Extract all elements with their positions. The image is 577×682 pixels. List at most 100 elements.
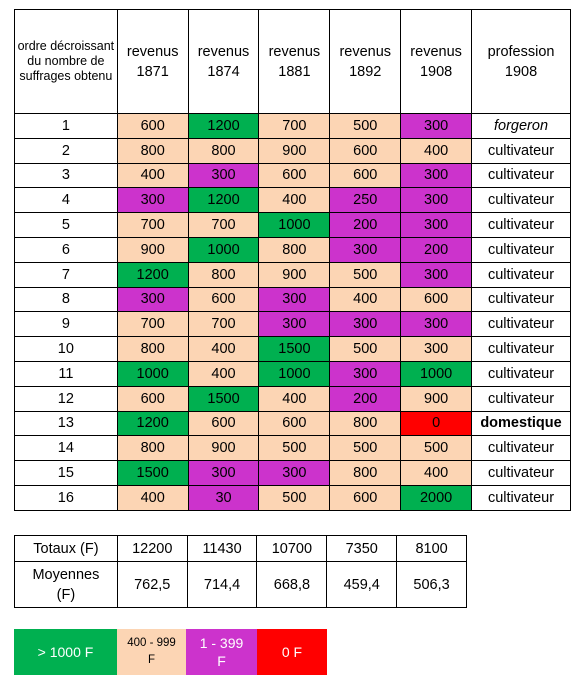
revenue-cell: 1500 [116,460,189,486]
table-row: 16 400 30 500 600 2000 cultivateur [14,484,571,511]
color-legend: > 1000 F 400 - 999 F 1 - 399 F 0 F [14,629,327,675]
table-row: 2 800 800 900 600 400 cultivateur [14,137,571,164]
table-row: 11 1000 400 1000 300 1000 cultivateur [14,360,571,387]
revenue-table: ordre décroissant du nombre de suffrages… [14,9,571,511]
revenue-cell: 500 [258,484,331,511]
revenue-cell: 400 [400,137,473,164]
revenue-cell: 900 [258,261,331,288]
table-row: 3 400 300 600 600 300 cultivateur [14,162,571,189]
total-1881: 10700 [256,535,328,562]
revenue-cell: 800 [116,336,189,362]
header-revenus-1892: revenus 1892 [329,9,402,114]
revenue-cell: 600 [116,385,189,412]
revenue-cell: 500 [329,435,402,462]
profession-cell: cultivateur [471,360,571,387]
revenue-cell: 400 [329,286,402,313]
average-1908: 506,3 [396,561,467,608]
rank-cell: 10 [14,336,118,362]
table-row: 12 600 1500 400 200 900 cultivateur [14,385,571,412]
revenue-cell: 400 [258,385,331,412]
revenue-cell: 0 [400,410,473,437]
revenue-cell: 700 [116,212,189,238]
averages-row: Moyennes (F) 762,5 714,4 668,8 459,4 506,… [14,561,467,608]
revenue-cell: 800 [329,410,402,437]
total-1892: 7350 [326,535,398,562]
totals-table: Totaux (F) 12200 11430 10700 7350 8100 M… [14,535,467,608]
rank-cell: 16 [14,484,118,511]
revenue-cell: 600 [258,410,331,437]
revenue-cell: 800 [116,137,189,164]
rank-cell: 8 [14,286,118,313]
revenue-cell: 300 [400,162,473,189]
revenue-cell: 300 [258,460,331,486]
rank-cell: 7 [14,261,118,288]
revenue-cell: 250 [329,187,402,214]
profession-cell: domestique [471,410,571,437]
revenue-cell: 1000 [258,212,331,238]
revenue-cell: 2000 [400,484,473,511]
revenue-cell: 500 [400,435,473,462]
table-row: 9 700 700 300 300 300 cultivateur [14,311,571,338]
average-1881: 668,8 [256,561,328,608]
revenue-cell: 300 [187,162,260,189]
total-1908: 8100 [396,535,467,562]
profession-cell: cultivateur [471,236,571,263]
revenue-cell: 300 [400,212,473,238]
revenue-cell: 700 [187,311,260,338]
revenue-cell: 1200 [116,410,189,437]
profession-cell: forgeron [471,113,571,139]
revenue-cell: 1000 [116,360,189,387]
table-row: 10 800 400 1500 500 300 cultivateur [14,336,571,362]
revenue-cell: 600 [258,162,331,189]
revenue-cell: 800 [258,236,331,263]
profession-cell: cultivateur [471,187,571,214]
revenue-cell: 300 [187,460,260,486]
revenue-cell: 1000 [400,360,473,387]
totals-row: Totaux (F) 12200 11430 10700 7350 8100 [14,535,467,562]
rank-cell: 11 [14,360,118,387]
revenue-cell: 700 [116,311,189,338]
revenue-cell: 300 [116,187,189,214]
revenue-cell: 300 [329,360,402,387]
legend-green: > 1000 F [14,629,117,675]
revenue-cell: 300 [116,286,189,313]
rank-cell: 2 [14,137,118,164]
revenue-cell: 600 [329,162,402,189]
total-1871: 12200 [116,535,188,562]
revenue-cell: 800 [116,435,189,462]
revenue-cell: 600 [329,137,402,164]
table-row: 15 1500 300 300 800 400 cultivateur [14,460,571,486]
revenue-cell: 500 [329,113,402,139]
profession-cell: cultivateur [471,162,571,189]
average-1892: 459,4 [326,561,398,608]
revenue-cell: 300 [258,311,331,338]
revenue-cell: 300 [258,286,331,313]
rank-cell: 13 [14,410,118,437]
revenue-cell: 900 [400,385,473,412]
revenue-cell: 30 [187,484,260,511]
revenue-cell: 800 [187,261,260,288]
revenue-cell: 1200 [187,187,260,214]
averages-label: Moyennes (F) [14,561,118,608]
revenue-cell: 400 [116,484,189,511]
average-1871: 762,5 [116,561,188,608]
legend-peach: 400 - 999 F [117,629,186,675]
table-row: 5 700 700 1000 200 300 cultivateur [14,212,571,238]
profession-cell: cultivateur [471,484,571,511]
revenue-cell: 1500 [187,385,260,412]
revenue-cell: 800 [329,460,402,486]
header-revenus-1908: revenus 1908 [400,9,473,114]
revenue-cell: 900 [116,236,189,263]
revenue-cell: 1000 [187,236,260,263]
rank-cell: 4 [14,187,118,214]
revenue-cell: 900 [258,137,331,164]
total-1874: 11430 [186,535,258,562]
revenue-cell: 500 [258,435,331,462]
table-row: 4 300 1200 400 250 300 cultivateur [14,187,571,214]
revenue-cell: 300 [400,113,473,139]
revenue-cell: 600 [187,410,260,437]
profession-cell: cultivateur [471,261,571,288]
revenue-cell: 500 [329,336,402,362]
table-row: 14 800 900 500 500 500 cultivateur [14,435,571,462]
table-row: 13 1200 600 600 800 0 domestique [14,410,571,437]
